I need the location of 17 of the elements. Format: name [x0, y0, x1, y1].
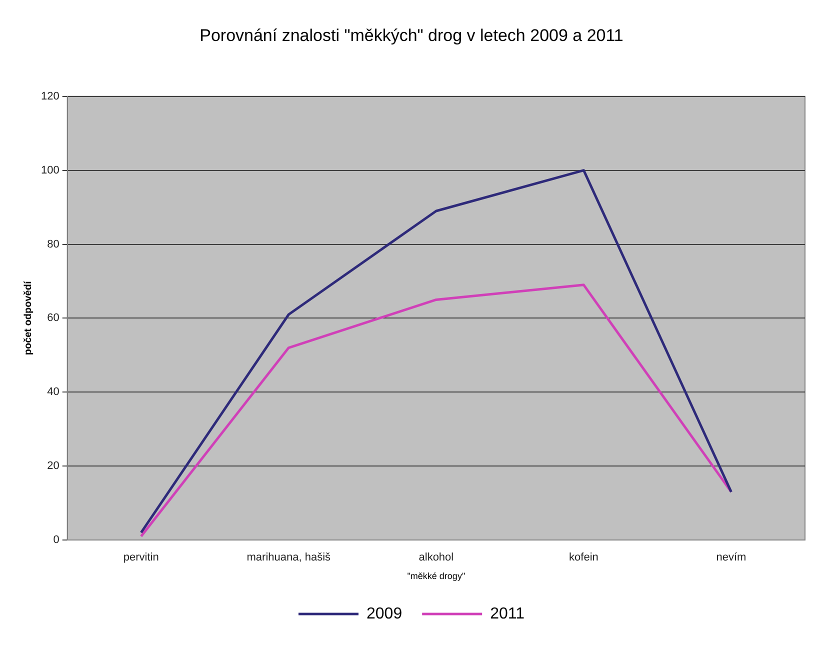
- y-tick-label: 20: [47, 460, 60, 472]
- y-tick-label: 40: [47, 386, 60, 398]
- x-tick-label: marihuana, hašiš: [246, 552, 332, 564]
- y-tick-label: 80: [47, 238, 60, 250]
- legend-label: 2011: [490, 605, 525, 622]
- y-tick-label: 100: [40, 164, 60, 176]
- legend-label: 2009: [366, 605, 402, 622]
- x-tick-label: nevím: [716, 552, 746, 564]
- y-axis-title: počet odpovědí: [22, 280, 34, 356]
- x-tick-label: kofein: [569, 552, 598, 564]
- x-tick-label: pervitin: [123, 552, 159, 564]
- chart-title: Porovnání znalosti "měkkých" drog v letech 2009 a 2011: [200, 26, 624, 45]
- x-axis-title: "měkké drogy": [407, 571, 466, 582]
- y-tick-label: 60: [47, 312, 60, 324]
- y-tick-label: 0: [53, 534, 60, 546]
- y-tick-label: 120: [40, 90, 60, 102]
- x-tick-label: alkohol: [418, 552, 454, 564]
